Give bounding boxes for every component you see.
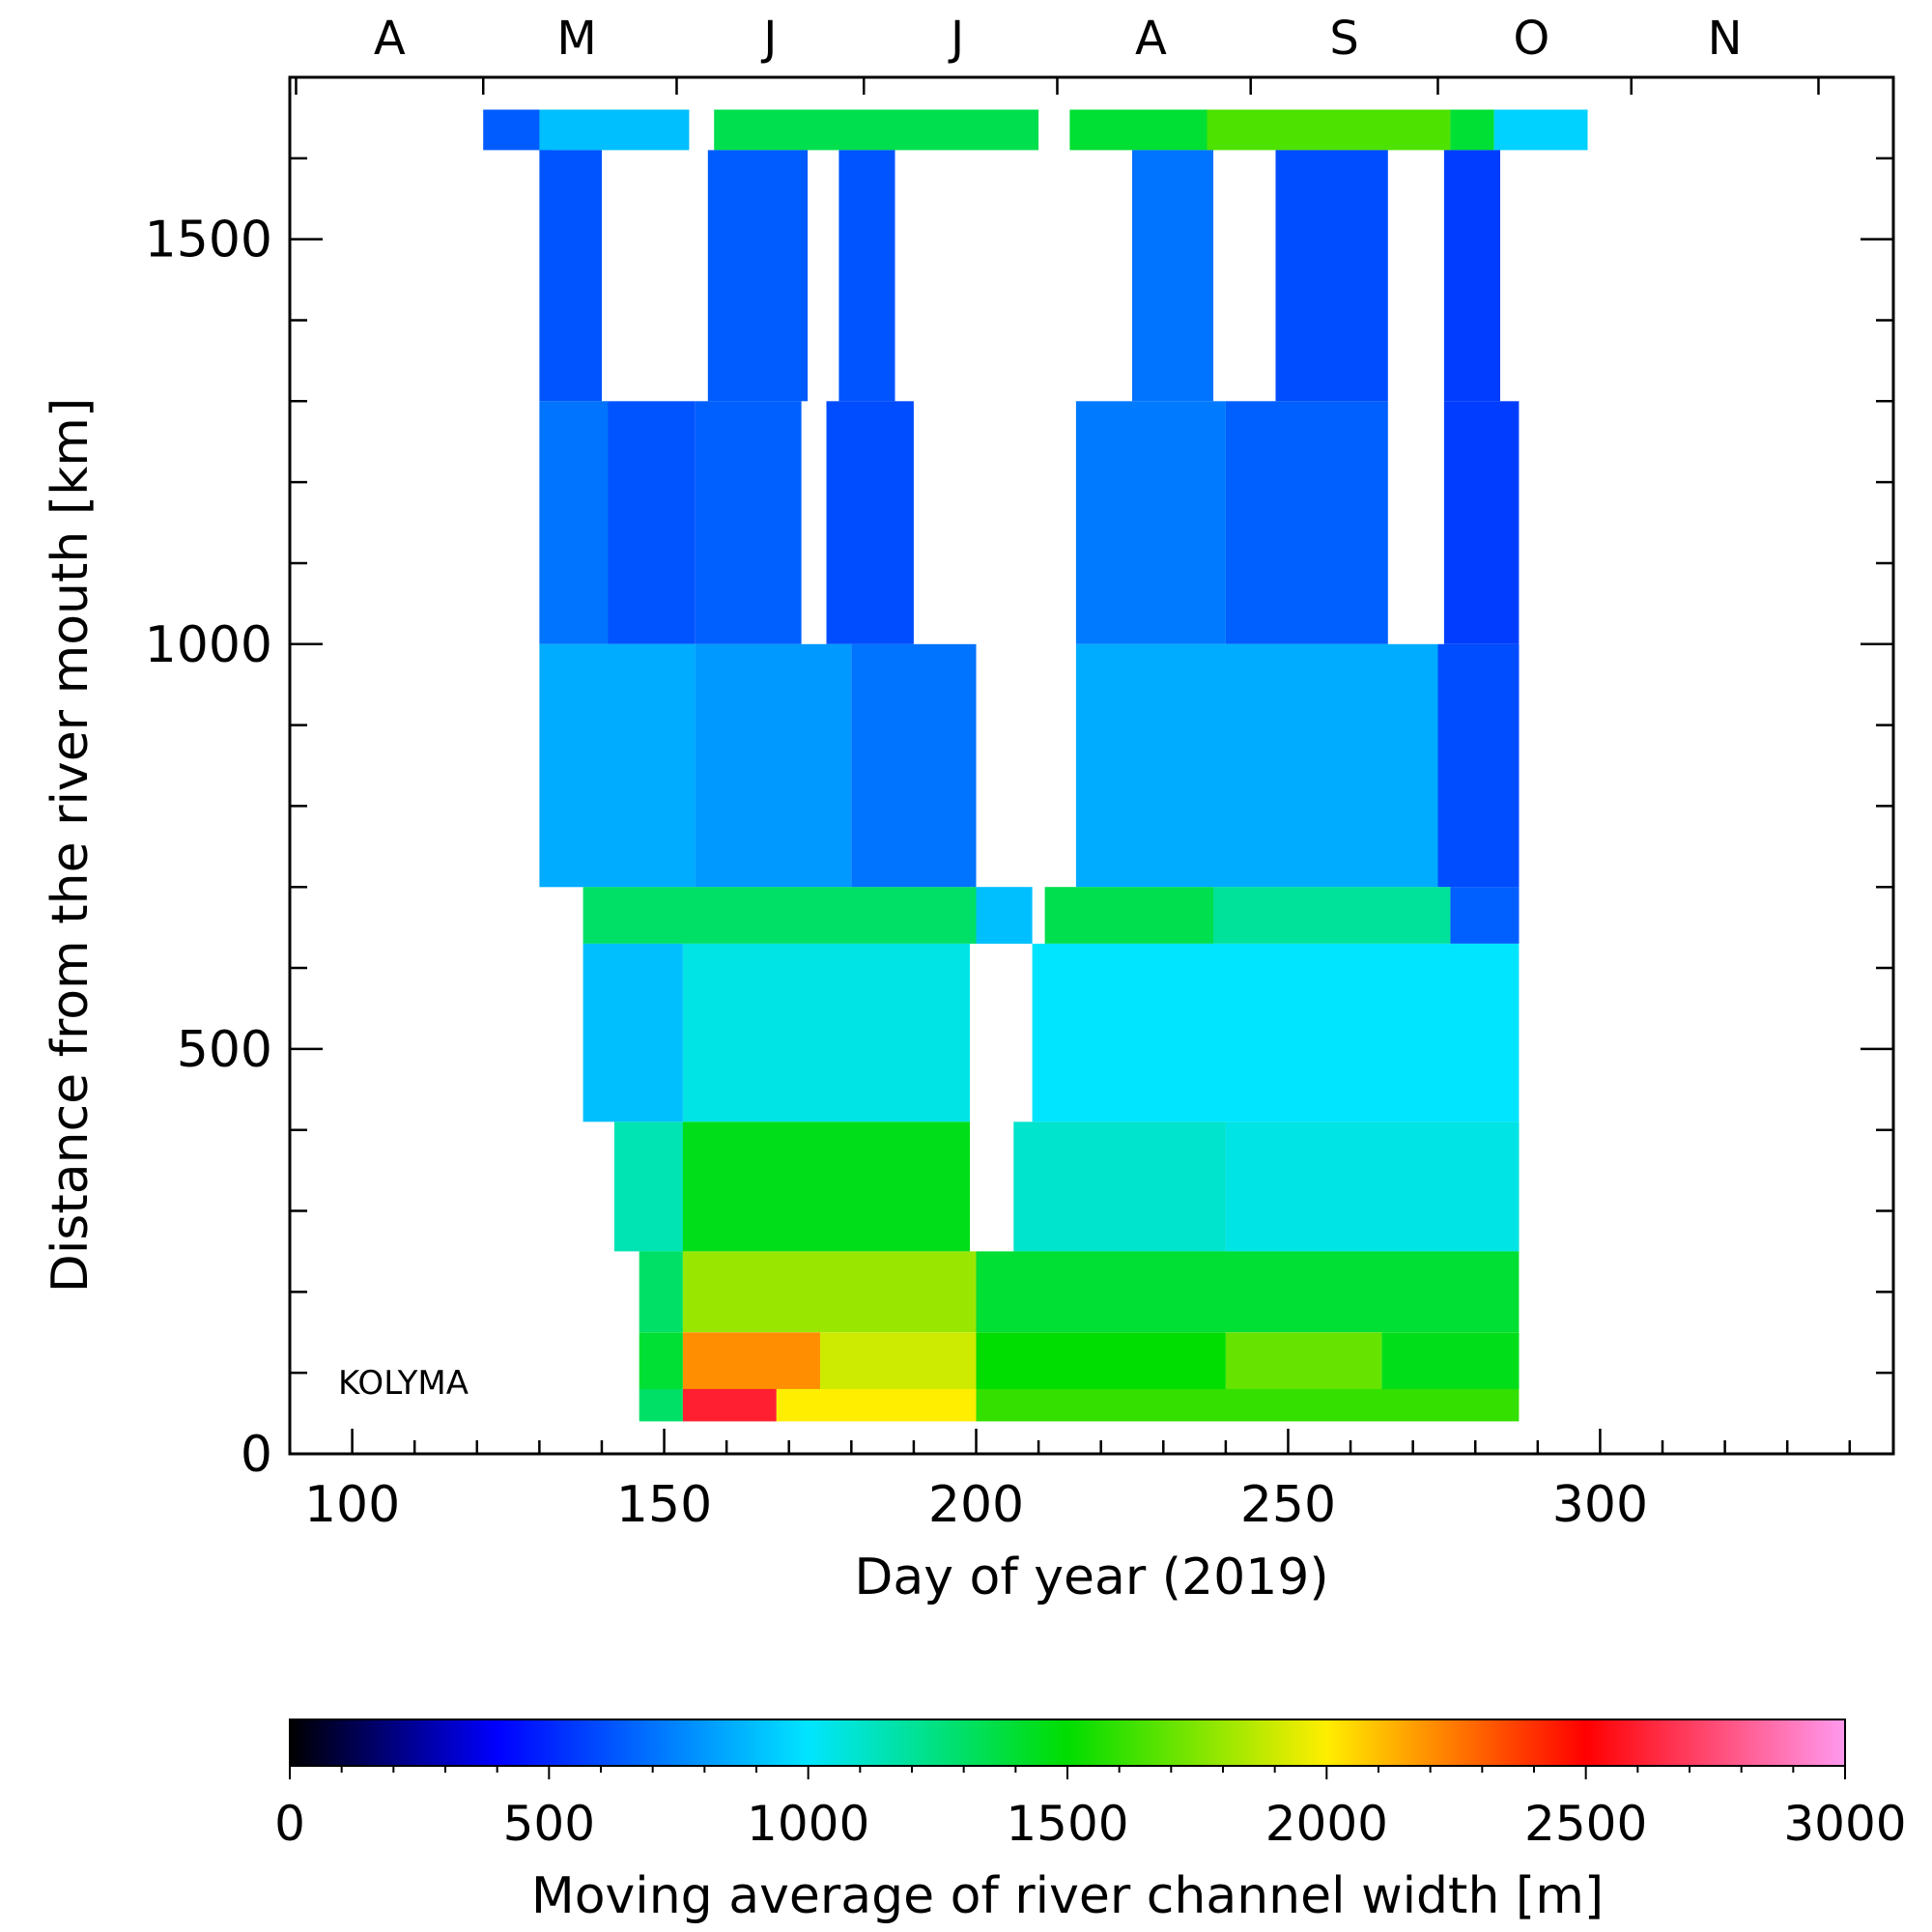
heatmap-cell xyxy=(714,109,1039,151)
heatmap-cell xyxy=(1493,109,1588,151)
heatmap-cell xyxy=(707,150,809,402)
heatmap-cell xyxy=(539,109,690,151)
heatmap-cell xyxy=(539,643,696,888)
heatmap-cell xyxy=(1213,887,1451,944)
heatmap-cell xyxy=(1132,150,1213,402)
heatmap-cell xyxy=(582,943,683,1122)
x-axis-title: Day of year (2019) xyxy=(854,1548,1328,1606)
heatmap-cell xyxy=(1075,401,1226,644)
heatmap-cells xyxy=(483,109,1588,1422)
heatmap-cell xyxy=(776,1388,977,1422)
month-label: S xyxy=(1329,12,1358,66)
month-label: M xyxy=(556,12,596,66)
heatmap-cell xyxy=(682,943,970,1122)
colorbar-tick-label: 2000 xyxy=(1265,1796,1388,1852)
month-label: A xyxy=(374,12,406,66)
heatmap-cell xyxy=(539,150,602,402)
colorbar xyxy=(289,1719,1846,1767)
heatmap-cell xyxy=(1225,1122,1520,1252)
river-name-annotation: KOLYMA xyxy=(338,1364,469,1403)
x-tick-label: 150 xyxy=(616,1476,712,1534)
heatmap-cell xyxy=(1381,1332,1520,1389)
month-label: N xyxy=(1708,12,1743,66)
month-label: O xyxy=(1513,12,1549,66)
heatmap-cell xyxy=(639,1332,683,1389)
heatmap-cell xyxy=(682,1251,977,1333)
heatmap-cell xyxy=(1443,401,1520,644)
y-tick-label: 500 xyxy=(177,1021,272,1079)
heatmap-cell xyxy=(1450,887,1520,944)
y-axis-ticks: 0 500 1000 1500 xyxy=(145,75,1893,1484)
heatmap-cell xyxy=(639,1251,683,1333)
colorbar-tick-label: 1500 xyxy=(1006,1796,1128,1852)
heatmap-cell xyxy=(826,401,914,644)
colorbar-title: Moving average of river channel width [m… xyxy=(531,1867,1604,1925)
x-tick-label: 200 xyxy=(928,1476,1024,1534)
heatmap-cell xyxy=(613,1122,683,1252)
x-tick-label: 250 xyxy=(1240,1476,1336,1534)
x-tick-label: 300 xyxy=(1552,1476,1648,1534)
plot-frame xyxy=(288,75,1895,1456)
x-axis-ticks: 100 150 200 250 300 xyxy=(295,77,1852,1534)
heatmap-cell xyxy=(1207,109,1451,151)
y-tick-label: 1500 xyxy=(145,212,272,270)
month-label: A xyxy=(1135,12,1167,66)
heatmap-cell xyxy=(838,150,895,402)
colorbar-tick-label: 500 xyxy=(503,1796,595,1852)
y-tick-label: 0 xyxy=(241,1426,272,1484)
heatmap-cell xyxy=(976,887,1033,944)
heatmap-cell xyxy=(1225,401,1388,644)
y-axis-title: Distance from the river mouth [km] xyxy=(42,398,99,1293)
heatmap-cell xyxy=(639,1388,683,1422)
colorbar-tick-label: 1000 xyxy=(747,1796,869,1852)
heatmap-cell xyxy=(1075,643,1438,888)
heatmap-cell xyxy=(1069,109,1208,151)
month-label: J xyxy=(760,12,777,66)
heatmap-cell xyxy=(976,1388,1520,1422)
heatmap-cell xyxy=(1275,150,1388,402)
heatmap-cell xyxy=(682,1388,777,1422)
colorbar-tick-label: 0 xyxy=(274,1796,305,1852)
heatmap-cell xyxy=(1443,150,1500,402)
heatmap-cell xyxy=(695,401,802,644)
heatmap-cell xyxy=(682,1332,820,1389)
heatmap-cell xyxy=(608,401,696,644)
x-tick-label: 100 xyxy=(304,1476,400,1534)
heatmap-cell xyxy=(1044,887,1213,944)
heatmap-cell xyxy=(820,1332,977,1389)
heatmap-cell xyxy=(1032,943,1520,1122)
heatmap-cell xyxy=(1013,1122,1226,1252)
heatmap-cell xyxy=(1450,109,1494,151)
colorbar-ticks: 0 500 1000 1500 2000 2500 3000 xyxy=(274,1766,1907,1852)
heatmap-cell xyxy=(851,643,977,888)
colorbar-tick-label: 3000 xyxy=(1783,1796,1906,1852)
heatmap-cell xyxy=(976,1332,1226,1389)
heatmap-cell xyxy=(695,643,852,888)
y-tick-label: 1000 xyxy=(145,616,272,674)
heatmap-cell xyxy=(1225,1332,1382,1389)
heatmap-cell xyxy=(582,887,977,944)
colorbar-tick-label: 2500 xyxy=(1524,1796,1647,1852)
heatmap-cell xyxy=(682,1122,970,1252)
heatmap-cell xyxy=(976,1251,1520,1333)
month-label: J xyxy=(948,12,964,66)
heatmap-cell xyxy=(539,401,609,644)
heatmap-cell xyxy=(1437,643,1520,888)
